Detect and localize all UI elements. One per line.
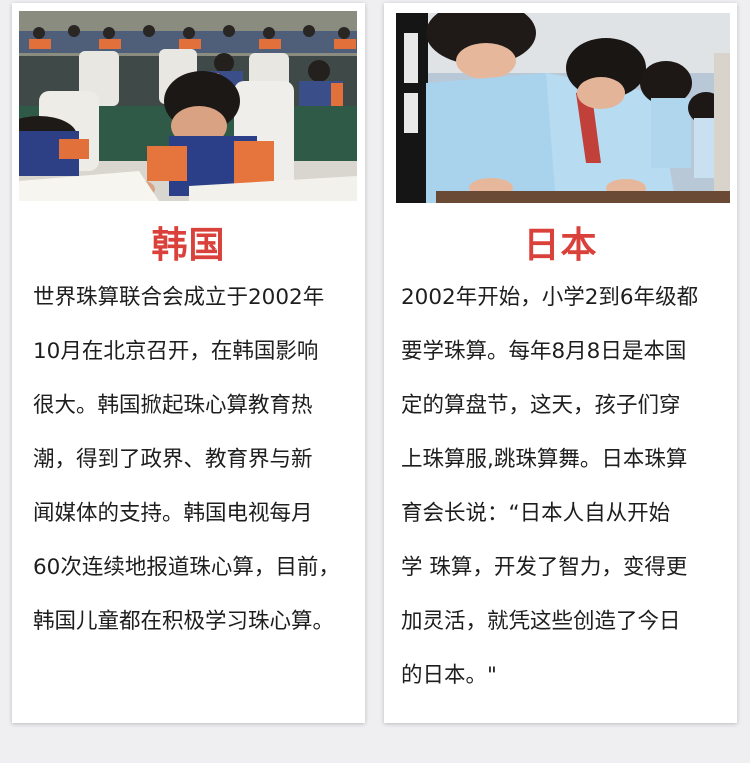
- country-title-japan: 日本: [523, 225, 598, 266]
- japan-card: 日本 2002年开始，小学2到6年级都 要学珠算。每年8月8日是本国 定的算盘节…: [384, 3, 737, 723]
- korea-card: 韩国 世界珠算联合会成立于2002年 10月在北京召开，在韩国影响 很大。韩国掀…: [12, 3, 365, 723]
- korea-classroom-photo: [19, 11, 357, 201]
- japan-classroom-photo: [396, 13, 730, 203]
- korea-description: 世界珠算联合会成立于2002年 10月在北京召开，在韩国影响 很大。韩国掀起珠心…: [33, 285, 340, 634]
- japan-description: 2002年开始，小学2到6年级都 要学珠算。每年8月8日是本国 定的算盘节，这天…: [401, 285, 699, 688]
- country-title-korea: 韩国: [151, 225, 226, 266]
